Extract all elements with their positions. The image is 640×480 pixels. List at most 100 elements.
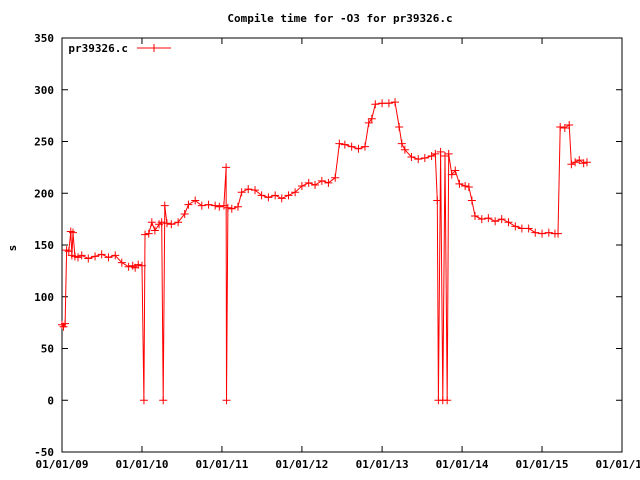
legend: pr39326.c xyxy=(68,42,171,55)
data-point xyxy=(174,218,183,227)
data-point xyxy=(420,154,429,163)
data-point xyxy=(517,224,526,233)
data-point xyxy=(464,183,473,192)
data-point xyxy=(511,222,520,231)
y-tick-label: 350 xyxy=(34,32,54,45)
data-point xyxy=(378,99,387,108)
data-point xyxy=(117,258,126,267)
y-tick-label: 200 xyxy=(34,187,54,200)
legend-marker xyxy=(150,44,158,52)
data-point xyxy=(367,114,376,123)
data-point xyxy=(134,260,143,269)
data-point xyxy=(538,229,547,238)
data-point xyxy=(147,218,156,227)
data-point xyxy=(160,201,169,210)
x-tick-label: 01/01/15 xyxy=(516,458,569,471)
data-point xyxy=(491,217,500,226)
data-point xyxy=(233,202,242,211)
series-line-pr39326 xyxy=(61,101,588,401)
data-point xyxy=(304,178,313,187)
data-point xyxy=(311,180,320,189)
legend-marker-plus xyxy=(150,44,158,52)
data-point xyxy=(567,160,576,169)
data-point xyxy=(150,226,159,235)
data-point xyxy=(497,215,506,224)
data-point xyxy=(443,396,452,405)
data-point xyxy=(391,98,400,107)
data-point xyxy=(291,188,300,197)
data-point xyxy=(461,182,470,191)
plot-frame xyxy=(61,37,623,453)
data-point xyxy=(215,202,224,211)
data-point xyxy=(84,254,93,263)
data-point xyxy=(141,230,150,239)
data-point xyxy=(271,191,280,200)
data-point xyxy=(97,250,106,259)
data-point xyxy=(544,228,553,237)
data-point xyxy=(204,200,213,209)
x-tick-label: 01/01/10 xyxy=(115,458,168,471)
y-axis: -50 0 50 100 150 200 250 300 350 xyxy=(34,32,622,459)
data-point xyxy=(455,179,464,188)
data-point xyxy=(484,214,493,223)
data-point xyxy=(571,158,580,167)
y-tick-label: 100 xyxy=(34,291,54,304)
data-point xyxy=(277,194,286,203)
data-point xyxy=(579,159,588,168)
data-point xyxy=(137,261,146,270)
y-tick-label: 0 xyxy=(47,394,54,407)
data-point xyxy=(395,123,404,132)
data-point xyxy=(444,149,453,158)
data-point xyxy=(284,191,293,200)
data-point xyxy=(477,215,486,224)
data-point xyxy=(371,100,380,109)
data-point xyxy=(184,200,193,209)
data-point xyxy=(197,201,206,210)
data-point xyxy=(64,247,73,256)
legend-label: pr39326.c xyxy=(68,42,128,55)
data-point xyxy=(400,145,409,154)
y-tick-label: 250 xyxy=(34,136,54,149)
data-point xyxy=(331,173,340,182)
data-point xyxy=(244,185,253,194)
data-point xyxy=(297,182,306,191)
data-point xyxy=(347,142,356,151)
data-point xyxy=(264,193,273,202)
data-point xyxy=(219,201,228,210)
data-point xyxy=(77,251,86,260)
data-point xyxy=(68,228,77,237)
data-point xyxy=(223,203,232,212)
chart-title: Compile time for -O3 for pr39326.c xyxy=(227,12,452,25)
y-tick-label: -50 xyxy=(34,446,54,459)
data-point xyxy=(407,153,416,162)
x-tick-label: 01/01/12 xyxy=(275,458,328,471)
series-markers-pr39326 xyxy=(58,98,591,405)
x-tick-label: 01/01/13 xyxy=(356,458,409,471)
data-point xyxy=(222,163,231,172)
data-point xyxy=(159,396,168,405)
x-tick-label: 01/01/11 xyxy=(195,458,248,471)
data-point xyxy=(361,142,370,151)
data-point xyxy=(104,253,113,262)
y-tick-label: 300 xyxy=(34,84,54,97)
x-axis: 01/01/09 01/01/10 01/01/11 01/01/12 01/01/13… xyxy=(36,38,640,471)
data-point xyxy=(575,156,584,165)
data-point xyxy=(335,139,344,148)
data-point xyxy=(433,196,442,205)
data-point xyxy=(251,186,260,195)
data-point xyxy=(560,124,569,133)
x-tick-label: 01/01/09 xyxy=(36,458,89,471)
data-point xyxy=(180,209,189,218)
data-point xyxy=(222,396,231,405)
data-point xyxy=(531,228,540,237)
data-point xyxy=(324,178,333,187)
data-point xyxy=(467,196,476,205)
x-tick-label: 01/01/16 xyxy=(596,458,640,471)
data-point xyxy=(111,251,120,260)
data-point xyxy=(397,139,406,148)
data-point xyxy=(61,319,70,328)
data-point xyxy=(427,151,436,160)
data-point xyxy=(257,191,266,200)
data-point xyxy=(436,147,445,156)
